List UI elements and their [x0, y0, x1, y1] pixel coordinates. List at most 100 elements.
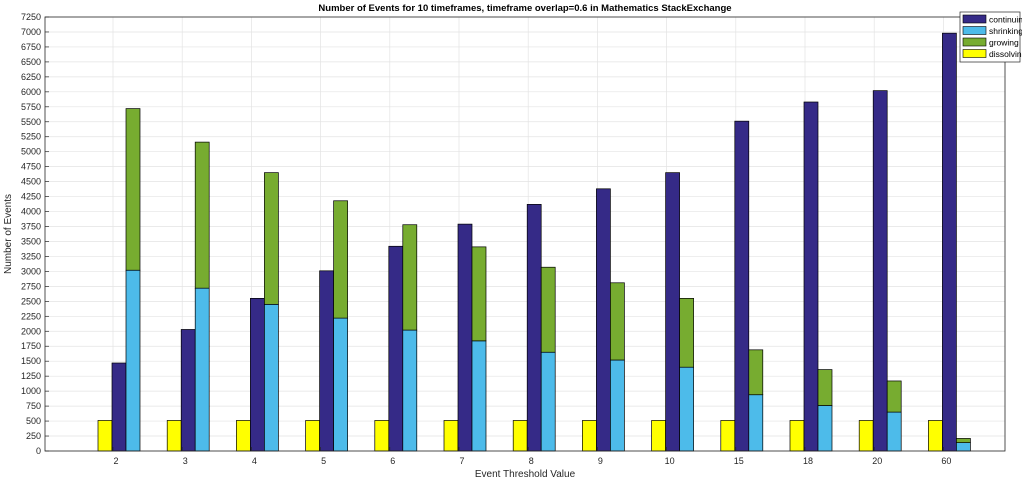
bar-shrinking: [402, 329, 418, 452]
y-tick-label: 2750: [21, 281, 41, 291]
y-tick-label: 0: [36, 446, 41, 456]
y-axis-ticks: 0 250 500 750 1000 1250 1500 1750 2000 2250 2500 27…: [21, 12, 49, 456]
bar-shrinking: [748, 394, 764, 452]
y-tick-label: 6250: [21, 72, 41, 82]
bar-shrinking: [125, 269, 141, 452]
x-tick-label: 20: [872, 456, 882, 466]
bar-dissolving: [166, 420, 182, 452]
y-axis-label: Number of Events: [3, 194, 14, 274]
bar-growing: [333, 200, 348, 319]
bar-dissolving: [858, 420, 874, 452]
bar-growing: [402, 224, 418, 331]
bar-dissolving: [512, 420, 528, 452]
y-tick-label: 4250: [21, 192, 41, 202]
bar-continuing: [596, 188, 611, 452]
bar-continuing: [250, 298, 265, 452]
y-tick-label: 6000: [21, 87, 41, 97]
bar-growing: [471, 246, 487, 342]
legend-swatch-growing: [962, 37, 987, 47]
legend-label-shrinking: shrinking: [989, 26, 1022, 36]
bar-growing: [194, 141, 210, 289]
x-tick-label: 8: [529, 456, 534, 466]
x-tick-label: 2: [113, 456, 118, 466]
bar-growing: [679, 298, 694, 368]
x-tick-label: 3: [183, 456, 188, 466]
x-tick-label: 9: [598, 456, 603, 466]
legend: continuingshrinking growingdissolving: [959, 11, 1022, 63]
bar-growing: [748, 349, 764, 396]
bar-shrinking: [264, 303, 279, 452]
bar-growing: [264, 172, 279, 305]
bar-continuing: [526, 204, 542, 452]
y-tick-label: 7000: [21, 27, 41, 37]
bar-dissolving: [97, 420, 113, 452]
plot-area-border: [44, 16, 1006, 452]
bar-shrinking: [333, 317, 348, 452]
bar-continuing: [803, 101, 819, 452]
x-tick-label: 4: [252, 456, 257, 466]
x-tick-label: 60: [941, 456, 951, 466]
bar-growing: [610, 282, 625, 361]
x-tick-label: 10: [665, 456, 675, 466]
y-tick-label: 3000: [21, 266, 41, 276]
y-tick-label: 2250: [21, 311, 41, 321]
x-tick-label: 5: [321, 456, 326, 466]
x-tick-label: 7: [459, 456, 464, 466]
bar-shrinking: [679, 366, 694, 452]
bar-dissolving: [720, 420, 736, 452]
bar-dissolving: [928, 420, 943, 452]
bar-continuing: [665, 172, 680, 452]
y-tick-label: 5500: [21, 117, 41, 127]
bar-shrinking: [540, 351, 556, 452]
y-tick-label: 3750: [21, 222, 41, 232]
bar-continuing: [942, 32, 957, 452]
bar-dissolving: [443, 420, 459, 452]
bar-growing: [886, 380, 902, 413]
bar-dissolving: [651, 420, 666, 452]
legend-label-continuing: continuing: [989, 15, 1022, 25]
bar-continuing: [457, 223, 473, 452]
legend-swatch-continuing: [962, 14, 987, 24]
y-tick-label: 500: [26, 416, 41, 426]
bar-dissolving: [305, 420, 320, 452]
bar-shrinking: [194, 287, 210, 452]
y-tick-label: 1250: [21, 371, 41, 381]
y-tick-label: 250: [26, 431, 41, 441]
bar-growing: [956, 438, 971, 443]
bar-shrinking: [610, 359, 625, 452]
bar-shrinking: [817, 405, 833, 452]
y-tick-label: 2000: [21, 326, 41, 336]
bar-dissolving: [236, 420, 251, 452]
y-tick-label: 1000: [21, 386, 41, 396]
x-tick-label: 15: [734, 456, 744, 466]
bar-dissolving: [789, 420, 805, 452]
y-tick-label: 3250: [21, 251, 41, 261]
y-tick-label: 750: [26, 401, 41, 411]
y-tick-label: 5000: [21, 147, 41, 157]
chart-title: Number of Events for 10 timeframes, time…: [318, 3, 731, 14]
bar-continuing: [111, 362, 127, 452]
bar-growing: [817, 369, 833, 406]
bar-shrinking: [956, 442, 971, 452]
bar-shrinking: [886, 411, 902, 452]
y-tick-label: 4000: [21, 207, 41, 217]
x-tick-label: 6: [390, 456, 395, 466]
y-tick-label: 7250: [21, 12, 41, 22]
bar-continuing: [872, 90, 888, 452]
y-tick-label: 4750: [21, 162, 41, 172]
bar-continuing: [180, 329, 196, 452]
y-tick-label: 5750: [21, 102, 41, 112]
y-tick-label: 6500: [21, 57, 41, 67]
y-tick-label: 4500: [21, 177, 41, 187]
y-tick-label: 1750: [21, 341, 41, 351]
bar-growing: [125, 108, 141, 271]
bar-continuing: [734, 120, 750, 452]
bar-shrinking: [471, 340, 487, 452]
bar-continuing: [319, 270, 334, 452]
bars: [97, 32, 971, 452]
x-axis-label: Event Threshold Value: [475, 469, 576, 480]
bar-dissolving: [374, 420, 390, 452]
